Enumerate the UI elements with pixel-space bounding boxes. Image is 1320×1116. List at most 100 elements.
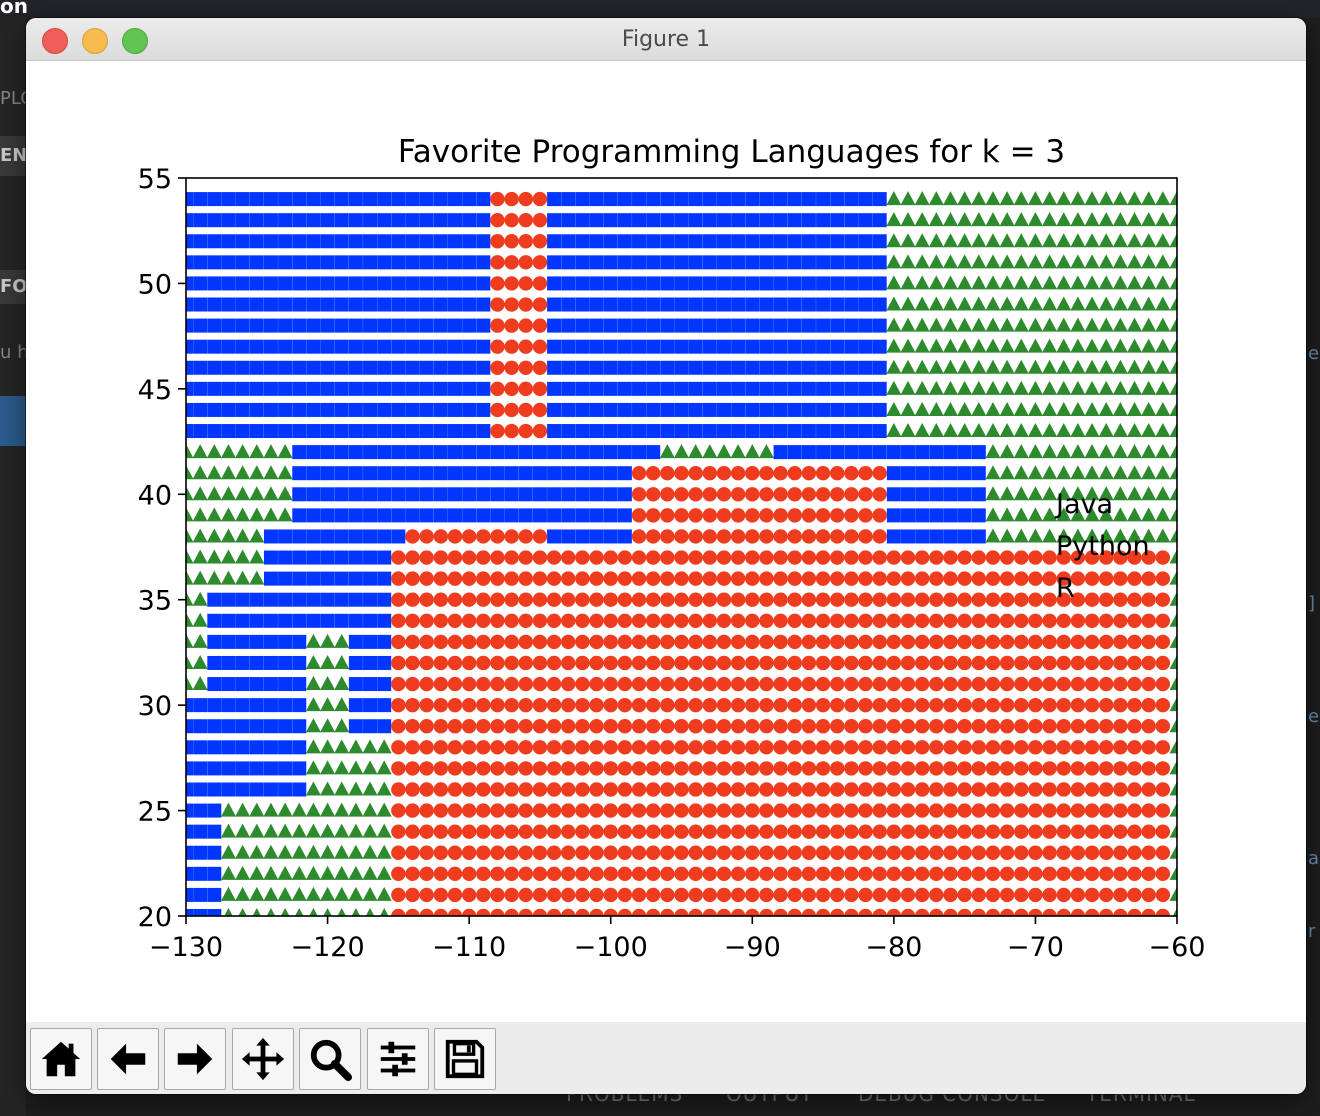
r-point [320,676,336,691]
maximize-window-button[interactable] [122,28,148,54]
java-point [221,234,236,249]
java-point [278,592,293,607]
python-point [1084,887,1100,903]
r-point [235,486,251,501]
r-point [1155,233,1171,248]
java-point [278,234,293,249]
save-button[interactable] [434,1028,496,1090]
java-point [292,381,307,396]
java-point [193,866,208,881]
java-point [674,381,689,396]
python-point [405,740,420,755]
java-point [278,424,293,439]
minimize-window-button[interactable] [82,28,108,54]
python-point [914,803,930,818]
forward-button[interactable] [164,1028,226,1090]
java-point [306,234,321,249]
java-point [207,803,222,818]
r-point [1070,528,1086,543]
python-point [589,824,604,839]
java-point [476,487,491,502]
pan-button[interactable] [232,1028,294,1090]
python-point [844,761,859,776]
java-point [575,445,590,460]
java-point [674,192,689,207]
python-point [433,634,449,650]
java-point [575,487,590,502]
python-point [1127,634,1142,650]
python-point [801,613,817,628]
r-point [1169,233,1177,248]
java-point [646,192,661,207]
r-point [928,423,944,438]
python-point [999,740,1015,755]
editor-fragment: ] [1308,593,1316,614]
java-point [617,402,632,417]
r-point [1013,380,1029,395]
python-point [773,782,788,797]
python-point [631,592,647,607]
r-point [1155,401,1171,416]
configure-subplots-button[interactable] [367,1028,429,1090]
java-point [943,487,958,502]
python-point [674,592,689,607]
java-point [391,213,406,228]
python-point [957,845,972,860]
java-point [391,339,406,354]
java-point [561,508,576,523]
python-point [575,613,590,628]
java-point [278,782,293,797]
r-point [249,802,265,817]
python-point [999,761,1015,776]
java-point [235,592,250,607]
r-point [1027,212,1043,227]
r-point [1056,401,1072,416]
r-point [900,317,916,332]
r-point [186,486,194,501]
close-window-button[interactable] [42,28,68,54]
java-point [348,297,363,312]
r-point [235,444,251,459]
r-point [900,191,916,206]
java-point [688,255,703,270]
zoom-button[interactable] [299,1028,361,1090]
figure-canvas[interactable]: −130 −120 −110 −100 −90 −80 −70 −60 20 25 30 35 40 45… [26,61,1306,1022]
java-point [207,234,222,249]
java-point [377,402,392,417]
y-tick-label: 20 [138,902,172,933]
python-point [518,655,533,671]
java-point [943,445,958,460]
java-point [547,192,562,207]
sidebar-fragment: PLO [0,88,26,109]
java-point [447,255,462,270]
r-point [291,886,307,901]
java-point [773,213,788,228]
python-point [716,529,732,544]
r-point [277,823,293,838]
java-point [249,192,264,207]
home-button[interactable] [30,1028,92,1090]
python-point [844,803,859,818]
java-point [320,339,335,354]
python-point [773,803,788,818]
python-point [490,318,505,333]
r-point [942,338,958,353]
r-point [957,423,973,438]
python-point [1042,761,1057,776]
python-point [532,634,548,650]
r-point [305,718,321,733]
window-titlebar[interactable]: Figure 1 [26,18,1306,61]
python-point [476,634,491,650]
python-point [1127,676,1142,692]
back-button[interactable] [97,1028,159,1090]
r-point [320,802,336,817]
python-point [801,803,817,818]
python-point [1070,571,1086,586]
python-point [773,613,788,628]
python-point [716,824,732,839]
python-point [971,613,986,628]
python-point [1014,550,1029,565]
java-point [816,297,831,312]
java-point [221,677,236,692]
java-point [433,192,448,207]
